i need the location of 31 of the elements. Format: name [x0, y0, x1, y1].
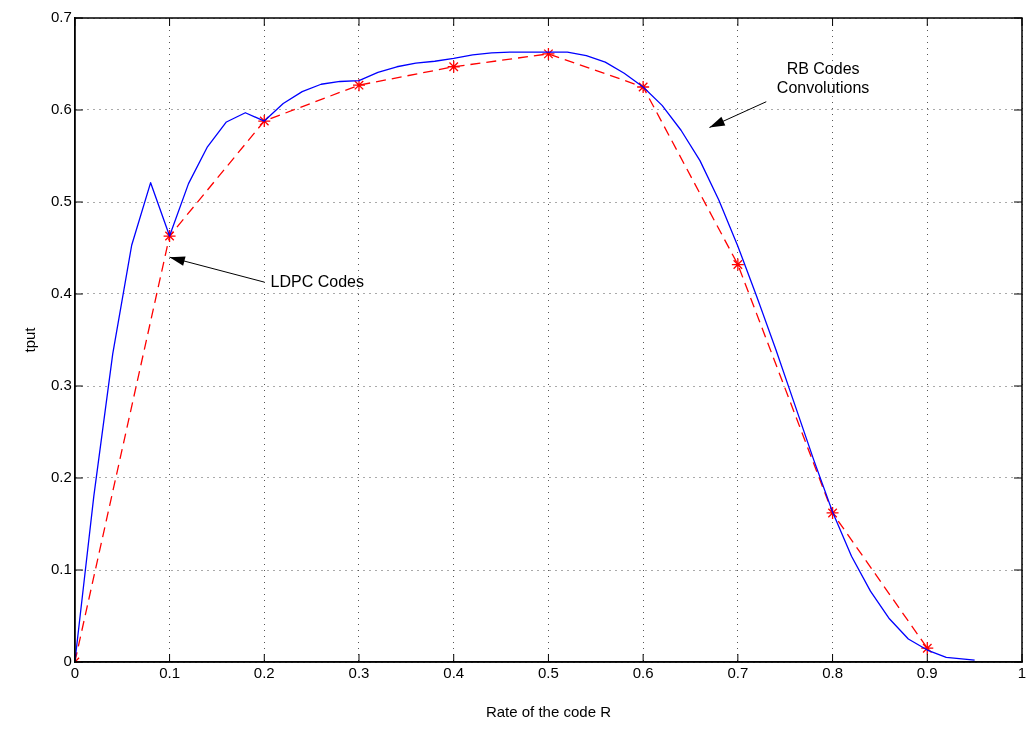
- y-axis-title: tput: [21, 326, 39, 353]
- point: [825, 506, 840, 520]
- y-tick-label: 0.7: [50, 8, 72, 26]
- x-axis-title: Rate of the code R: [485, 703, 612, 721]
- y-tick-label: 0.3: [50, 376, 72, 394]
- x-tick-label: 1: [1017, 664, 1027, 682]
- point: [447, 60, 461, 74]
- y-tick-label: 0.1: [50, 560, 72, 578]
- x-tick-label: 0.1: [159, 664, 180, 682]
- y-tick-label: 0: [63, 652, 72, 670]
- x-tick-label: 0.4: [443, 664, 465, 682]
- point: [162, 229, 177, 243]
- annotation: LDPC Codes: [270, 272, 364, 290]
- x-tick-label: 0.9: [916, 664, 938, 682]
- x-tick-label: 0.8: [822, 664, 843, 682]
- x-tick-label: 0.6: [632, 664, 654, 682]
- x-tick-label: 0.2: [253, 664, 275, 682]
- point: [257, 114, 271, 128]
- y-tick-label: 0.2: [50, 468, 72, 486]
- x-tick-label: 0.7: [727, 664, 749, 682]
- point: [920, 641, 934, 655]
- x-tick-label: 0.3: [348, 664, 370, 682]
- annotation: RB Codes Convolutions: [776, 59, 870, 96]
- point: [352, 78, 366, 92]
- y-tick-label: 0.6: [50, 100, 72, 118]
- x-tick-label: 0.5: [538, 664, 559, 682]
- point: [541, 47, 556, 61]
- point: [731, 257, 745, 272]
- y-tick-label: 0.4: [50, 284, 72, 302]
- y-tick-label: 0.5: [50, 192, 72, 210]
- point: [636, 80, 650, 94]
